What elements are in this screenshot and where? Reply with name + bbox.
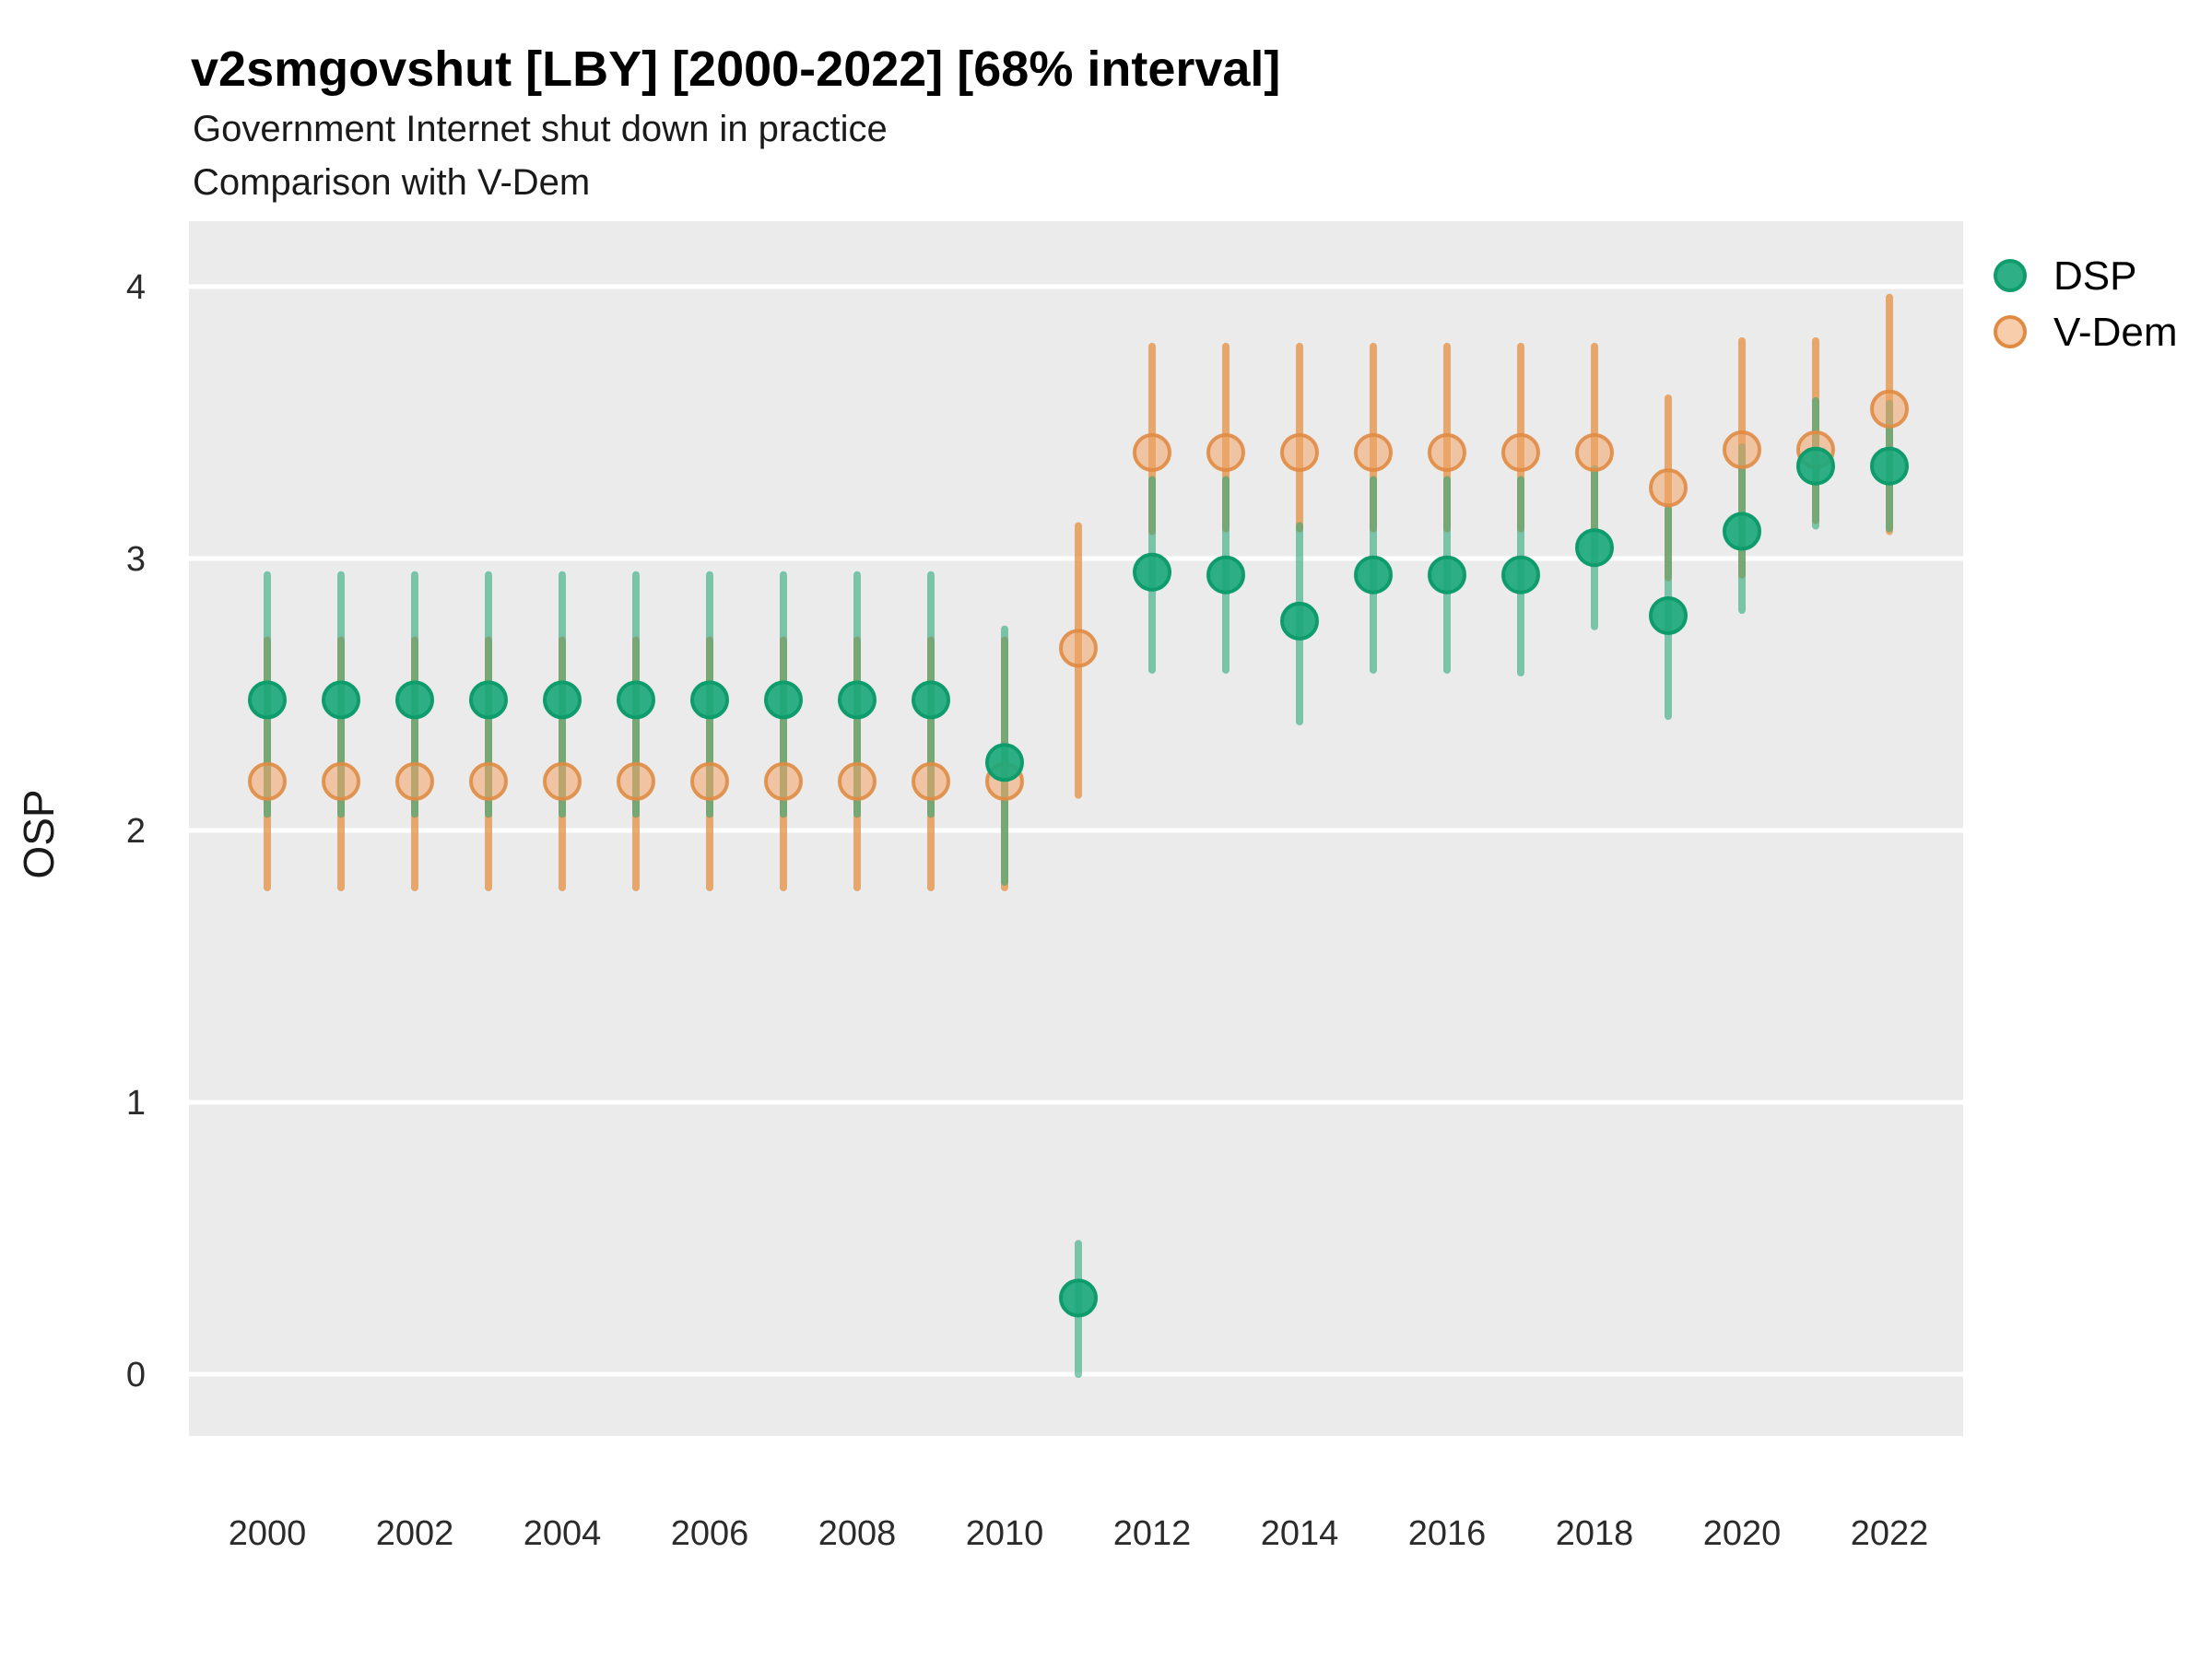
point-v-dem-2006 <box>690 761 729 801</box>
x-tick-label-2002: 2002 <box>376 1514 454 1553</box>
point-dsp-2006 <box>690 680 729 720</box>
x-tick-label-2004: 2004 <box>524 1514 602 1553</box>
point-v-dem-2005 <box>617 761 655 801</box>
x-tick-label-2020: 2020 <box>1703 1514 1782 1553</box>
chart-title: v2smgovshut [LBY] [2000-2022] [68% inter… <box>191 41 1281 97</box>
legend-marker-dsp <box>1994 259 2027 292</box>
point-dsp-2019 <box>1649 595 1688 635</box>
x-tick-label-2022: 2022 <box>1851 1514 1929 1553</box>
point-v-dem-2008 <box>838 761 877 801</box>
point-dsp-2005 <box>617 680 655 720</box>
point-v-dem-2000 <box>248 761 287 801</box>
legend-label-v-dem: V-Dem <box>2053 310 2177 355</box>
y-tick-label-2: 2 <box>126 812 146 851</box>
point-v-dem-2015 <box>1354 432 1393 472</box>
point-dsp-2016 <box>1428 555 1466 594</box>
point-dsp-2011 <box>1059 1278 1098 1318</box>
point-v-dem-2016 <box>1428 432 1466 472</box>
point-dsp-2010 <box>985 743 1024 782</box>
point-dsp-2004 <box>543 680 582 720</box>
point-v-dem-2014 <box>1280 432 1319 472</box>
point-v-dem-2002 <box>395 761 434 801</box>
x-tick-label-2000: 2000 <box>229 1514 307 1553</box>
point-v-dem-2001 <box>322 761 360 801</box>
point-dsp-2000 <box>248 680 287 720</box>
legend-marker-v-dem <box>1994 315 2027 348</box>
x-tick-label-2006: 2006 <box>671 1514 749 1553</box>
x-tick-label-2014: 2014 <box>1261 1514 1339 1553</box>
point-dsp-2009 <box>912 680 950 720</box>
point-dsp-2002 <box>395 680 434 720</box>
point-dsp-2018 <box>1575 528 1614 568</box>
point-v-dem-2017 <box>1501 432 1540 472</box>
point-v-dem-2011 <box>1059 629 1098 668</box>
point-dsp-2001 <box>322 680 360 720</box>
point-dsp-2013 <box>1206 555 1245 594</box>
point-dsp-2007 <box>764 680 803 720</box>
y-axis-title: OSP <box>15 789 63 878</box>
point-v-dem-2007 <box>764 761 803 801</box>
point-dsp-2003 <box>469 680 508 720</box>
legend-label-dsp: DSP <box>2053 253 2136 299</box>
chart-subtitle: Government Internet shut down in practic… <box>193 109 888 149</box>
x-tick-label-2016: 2016 <box>1408 1514 1487 1553</box>
point-v-dem-2020 <box>1723 430 1761 469</box>
y-tick-label-3: 3 <box>126 540 146 579</box>
point-v-dem-2019 <box>1649 468 1688 508</box>
point-v-dem-2022 <box>1870 389 1909 429</box>
point-v-dem-2018 <box>1575 432 1614 472</box>
y-tick-label-4: 4 <box>126 268 146 307</box>
point-v-dem-2004 <box>543 761 582 801</box>
point-dsp-2015 <box>1354 555 1393 594</box>
point-dsp-2014 <box>1280 601 1319 641</box>
point-dsp-2022 <box>1870 446 1909 486</box>
point-v-dem-2003 <box>469 761 508 801</box>
x-tick-label-2010: 2010 <box>966 1514 1044 1553</box>
point-v-dem-2009 <box>912 761 950 801</box>
x-tick-label-2008: 2008 <box>818 1514 897 1553</box>
point-dsp-2008 <box>838 680 877 720</box>
point-dsp-2017 <box>1501 555 1540 594</box>
point-dsp-2012 <box>1133 552 1171 592</box>
point-dsp-2020 <box>1723 512 1761 551</box>
point-v-dem-2013 <box>1206 432 1245 472</box>
chart-subtitle-comparison: Comparison with V-Dem <box>193 162 591 203</box>
x-tick-label-2018: 2018 <box>1556 1514 1634 1553</box>
y-tick-label-1: 1 <box>126 1084 146 1123</box>
point-dsp-2021 <box>1796 446 1835 486</box>
y-tick-label-0: 0 <box>126 1356 146 1394</box>
x-tick-label-2012: 2012 <box>1113 1514 1192 1553</box>
point-v-dem-2012 <box>1133 432 1171 472</box>
